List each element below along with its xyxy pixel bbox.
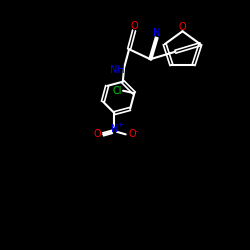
Text: O: O: [179, 22, 186, 32]
Text: O: O: [128, 129, 136, 139]
Text: -: -: [135, 127, 138, 136]
Text: O: O: [130, 21, 138, 31]
Text: N: N: [153, 28, 160, 38]
Text: +: +: [117, 122, 123, 128]
Text: O: O: [93, 129, 101, 139]
Text: Cl: Cl: [113, 86, 122, 96]
Text: N: N: [111, 124, 118, 134]
Text: NH: NH: [110, 66, 125, 76]
